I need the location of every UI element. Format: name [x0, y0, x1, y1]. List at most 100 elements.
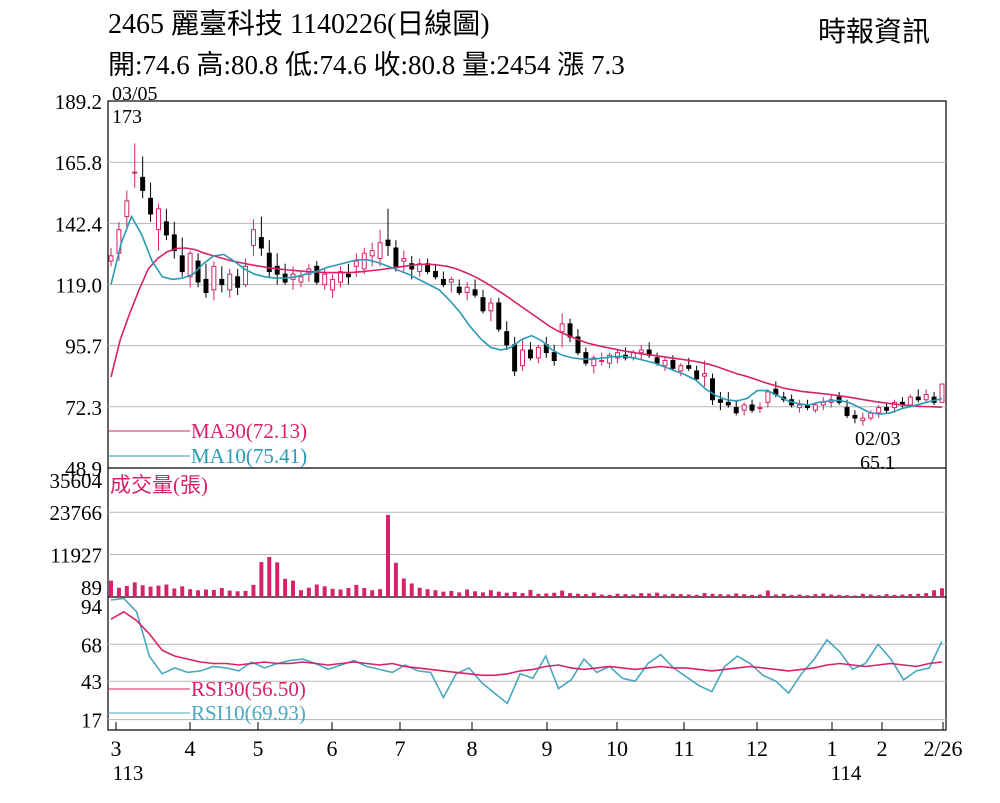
volume-bar	[251, 584, 256, 597]
volume-bar	[378, 589, 383, 597]
volume-bar	[940, 588, 944, 597]
candle-body	[433, 271, 438, 278]
candle-body	[733, 407, 739, 414]
volume-bar	[314, 584, 319, 597]
volume-bar	[607, 594, 612, 597]
quote-line: 開:74.6 高:80.8 低:74.6 收:80.8 量:2454 漲 7.3	[108, 50, 625, 80]
candle-body	[638, 349, 644, 354]
candle-body	[298, 276, 304, 283]
volume-bar	[196, 590, 201, 597]
volume-bar	[575, 593, 580, 597]
volume-bar	[203, 589, 208, 597]
candle-body	[615, 352, 620, 359]
volume-bar	[805, 595, 810, 597]
volume-bar	[868, 594, 873, 597]
volume-bar	[457, 592, 462, 597]
candle-body	[330, 278, 336, 291]
x-year-label: 114	[831, 761, 862, 785]
candle-body	[235, 276, 241, 288]
x-tick-label: 8	[467, 736, 478, 761]
volume-tick-label: 89	[81, 576, 102, 600]
volume-bar	[401, 578, 406, 597]
candle-body	[243, 265, 249, 286]
candle-body	[765, 391, 771, 403]
candle-body	[741, 404, 747, 411]
candle-body	[575, 336, 581, 354]
plot-frame	[107, 100, 947, 731]
volume-bar	[488, 590, 493, 597]
x-tick-label: 4	[185, 736, 196, 761]
candle-body	[717, 399, 723, 403]
volume-bar	[156, 585, 161, 597]
volume-bar	[298, 590, 303, 597]
candle-body	[345, 273, 351, 278]
volume-bar	[789, 594, 794, 597]
volume-tick-label: 23766	[50, 501, 103, 525]
volume-bar	[813, 594, 818, 597]
candle-body	[140, 176, 146, 191]
volume-bar	[797, 594, 802, 597]
volume-bar	[884, 594, 889, 597]
rsi-tick-label: 68	[81, 633, 102, 657]
volume-bar	[599, 594, 604, 597]
candle-body	[749, 404, 755, 411]
volume-bar	[528, 589, 533, 597]
volume-bar	[172, 588, 177, 597]
candle-body	[132, 171, 138, 174]
annotation-low-date: 02/03	[855, 428, 901, 450]
source-label: 時報資訊	[818, 17, 931, 48]
candle-body	[884, 407, 890, 411]
volume-bar	[702, 593, 707, 597]
volume-bar	[338, 589, 343, 597]
volume-bar	[504, 592, 509, 597]
volume-bar	[892, 594, 897, 597]
volume-bar	[670, 593, 675, 597]
volume-bar	[876, 595, 881, 597]
candle-body	[710, 378, 715, 401]
volume-bar	[821, 593, 826, 597]
candle-body	[148, 197, 154, 215]
candle-body	[496, 302, 502, 330]
price-tick-label: 72.3	[65, 396, 102, 420]
volume-bar	[465, 589, 470, 597]
volume-bar	[757, 594, 762, 597]
volume-bar	[330, 588, 335, 597]
volume-bar	[386, 514, 390, 597]
candle-body	[504, 331, 510, 346]
candle-body	[527, 349, 533, 359]
x-tick-label: 1	[827, 736, 838, 761]
volume-bar	[663, 594, 667, 597]
candle-body	[448, 278, 454, 283]
volume-bar	[591, 592, 596, 597]
volume-bar	[370, 590, 375, 597]
price-tick-label: 119.0	[56, 274, 102, 298]
price-tick-label: 189.2	[55, 90, 102, 114]
candle-body	[203, 278, 209, 293]
volume-bar	[441, 591, 446, 597]
candle-body	[876, 407, 882, 414]
volume-bar	[742, 594, 747, 597]
rsi30-legend-label: RSI30(56.50)	[191, 677, 306, 701]
candle-body	[694, 370, 700, 380]
rsi-tick-label: 43	[81, 670, 102, 694]
candle-body	[464, 286, 470, 293]
volume-bar	[124, 585, 129, 597]
candle-body	[401, 257, 407, 262]
x-tick-label: 11	[673, 736, 694, 761]
volume-bar	[639, 593, 644, 597]
candle-body	[670, 359, 676, 369]
volume-bar	[932, 590, 937, 597]
candle-body	[923, 393, 929, 401]
candle-body	[187, 252, 193, 278]
candle-body	[678, 365, 684, 372]
volume-bar	[473, 591, 478, 597]
ma10-legend-label: MA10(75.41)	[191, 444, 307, 468]
volume-bar	[227, 590, 232, 597]
candle-body	[852, 414, 858, 419]
volume-bar	[924, 593, 929, 597]
volume-bar	[583, 594, 588, 597]
candle-body	[171, 234, 177, 252]
candle-body	[797, 404, 803, 409]
candle-body	[559, 323, 565, 333]
